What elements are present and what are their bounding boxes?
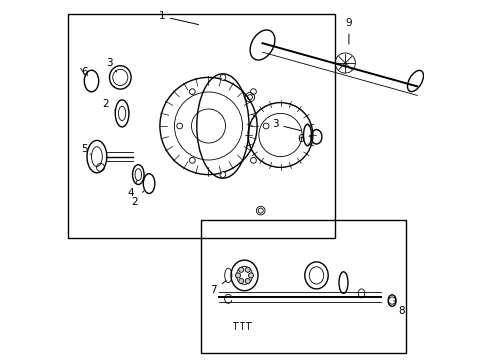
- Text: 3: 3: [271, 119, 301, 131]
- Text: 2: 2: [131, 191, 143, 207]
- Text: 6: 6: [81, 67, 87, 77]
- Circle shape: [250, 89, 256, 95]
- Text: 6: 6: [296, 134, 311, 144]
- Text: 4: 4: [127, 181, 137, 198]
- Text: 5: 5: [81, 144, 91, 155]
- Circle shape: [220, 75, 225, 80]
- Circle shape: [248, 273, 253, 278]
- Circle shape: [250, 157, 256, 163]
- Text: 3: 3: [106, 58, 117, 72]
- Text: 7: 7: [210, 281, 225, 295]
- Bar: [68, 14, 334, 238]
- Circle shape: [244, 279, 250, 284]
- Text: 8: 8: [393, 301, 404, 316]
- Circle shape: [238, 267, 244, 272]
- Circle shape: [244, 267, 250, 272]
- Text: 1: 1: [158, 11, 198, 24]
- Circle shape: [263, 123, 268, 129]
- Text: 2: 2: [102, 99, 114, 110]
- Text: 9: 9: [345, 18, 351, 44]
- Circle shape: [189, 89, 195, 95]
- Circle shape: [238, 279, 244, 284]
- Circle shape: [177, 123, 182, 129]
- Circle shape: [235, 273, 240, 278]
- Circle shape: [189, 157, 195, 163]
- Bar: [201, 220, 406, 353]
- Circle shape: [220, 172, 225, 177]
